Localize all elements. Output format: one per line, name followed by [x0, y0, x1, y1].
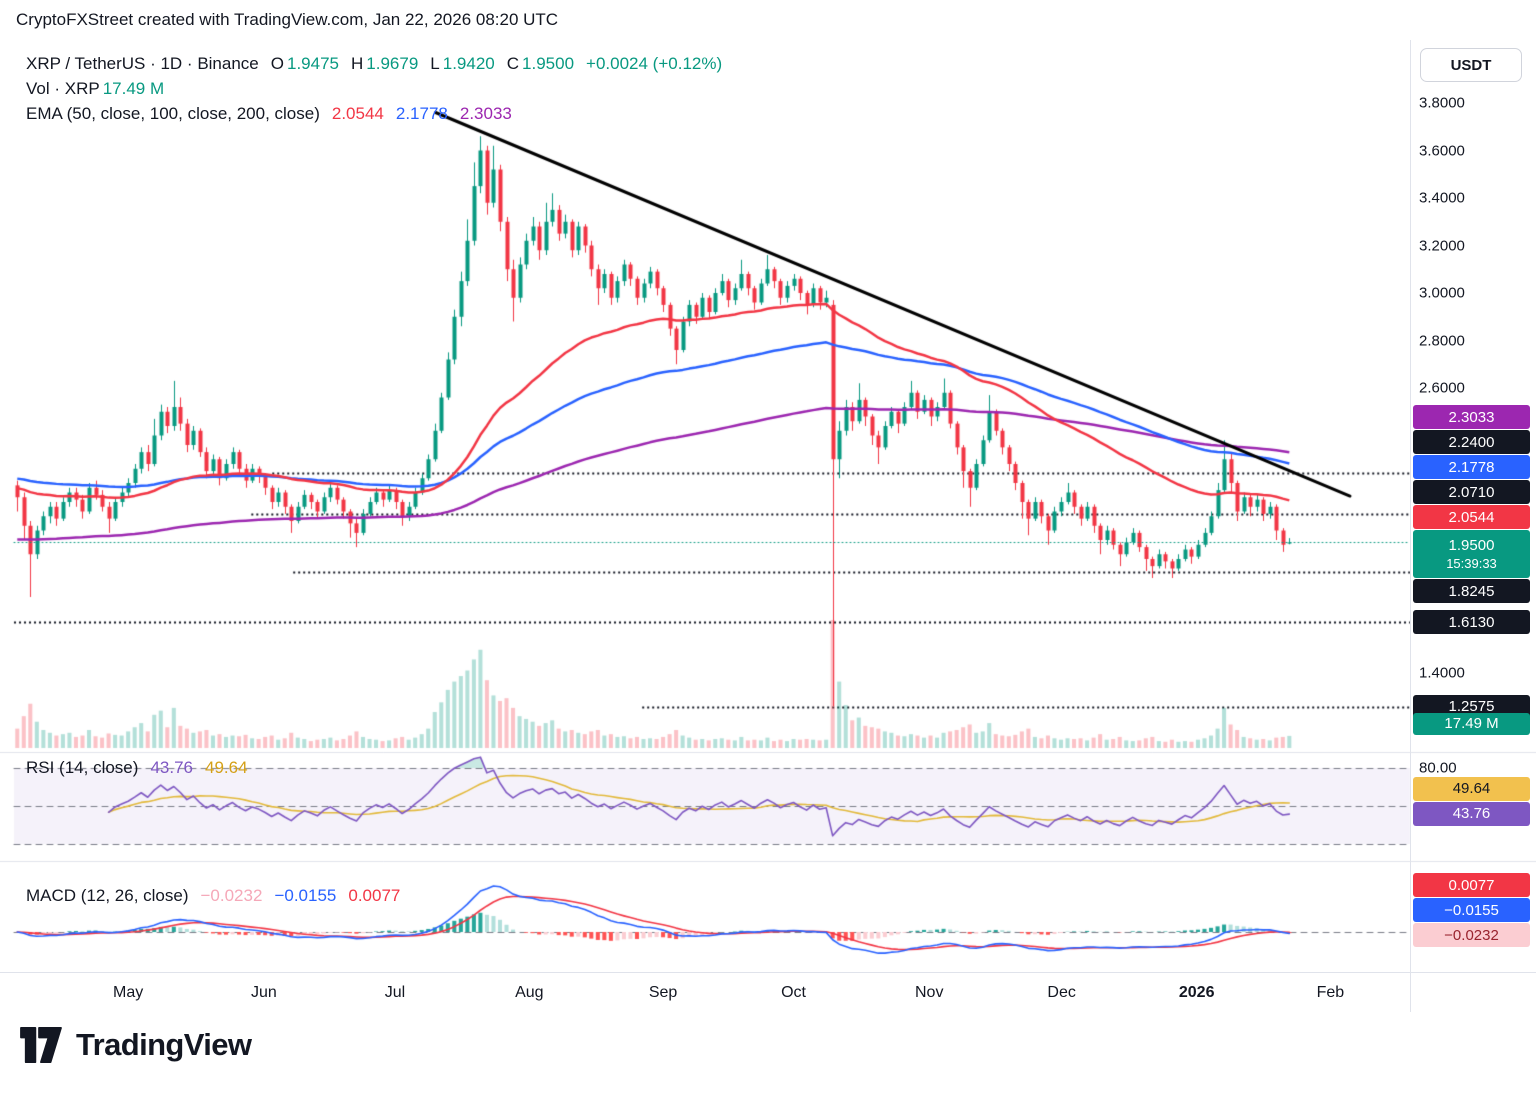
indicator-label: MACD (12, 26, close): [26, 886, 189, 905]
price-badge: 1.8245: [1413, 579, 1530, 604]
volume-legend-row[interactable]: Vol · XRP 17.49 M: [26, 76, 722, 101]
ohlc-value: 1.9420: [442, 54, 495, 73]
price-badge: 2.2400: [1413, 430, 1530, 455]
time-axis-label: May: [113, 984, 144, 1001]
tradingview-logo-text: TradingView: [76, 1027, 252, 1062]
ohlc-key: L: [430, 54, 440, 73]
price-tick: 3.8000: [1419, 94, 1465, 112]
ohlc-value: 1.9475: [287, 54, 339, 73]
indicator-value: −0.0232: [200, 886, 263, 905]
rsi-tick: 80.00: [1419, 759, 1457, 777]
price-tick: 2.6000: [1419, 379, 1465, 397]
price-tick: 3.4000: [1419, 189, 1465, 207]
volume-label: Vol · XRP: [26, 79, 100, 98]
indicator-label: EMA (50, close, 100, close, 200, close): [26, 104, 320, 123]
time-axis[interactable]: May Jun Jul Aug Sep Oct Nov Dec 2026 Feb: [0, 972, 1536, 1015]
price-badge: 2.0710: [1413, 480, 1530, 505]
indicator-value: 2.3033: [459, 104, 512, 123]
chart-legend: XRP / TetherUS · 1D · Binance O 1.9475 H 1.9…: [26, 51, 722, 126]
ohlc-value: 1.9500: [522, 54, 575, 73]
current-price-badge: 1.9500 15:39:33: [1413, 530, 1530, 579]
rsi-badge: 43.76: [1413, 801, 1530, 826]
time-axis-label: Dec: [1047, 984, 1076, 1001]
time-axis-label: Jun: [250, 984, 277, 1001]
ema-legend-row[interactable]: EMA (50, close, 100, close, 200, close) 2…: [26, 101, 722, 126]
indicator-value: 2.1778: [395, 104, 448, 123]
indicator-value: 2.0544: [331, 104, 384, 123]
price-tick: 3.0000: [1419, 284, 1465, 302]
indicator-value: 43.76: [150, 758, 193, 777]
time-axis-label: Jul: [384, 984, 406, 1001]
price-badge: 2.1778: [1413, 455, 1530, 480]
ohlc-key: C: [506, 54, 520, 73]
time-axis-label: Feb: [1316, 984, 1345, 1001]
time-axis-label: Nov: [914, 984, 944, 1001]
symbol-legend-row[interactable]: XRP / TetherUS · 1D · Binance O 1.9475 H 1.9…: [26, 51, 722, 76]
ohlc-key: O: [270, 54, 284, 73]
indicator-value: 49.64: [204, 758, 248, 777]
ohlc-value: 1.9679: [366, 54, 419, 73]
symbol-title: XRP / TetherUS · 1D · Binance: [26, 54, 259, 73]
indicator-value: 0.0077: [348, 886, 401, 905]
price-tick: 3.6000: [1419, 142, 1465, 159]
volume-badge: 17.49 M: [1413, 712, 1530, 735]
time-axis-label: Oct: [781, 984, 806, 1001]
ohlc-key: H: [351, 54, 364, 73]
change-value: +0.0024 (+0.12%): [586, 54, 723, 73]
price-scale[interactable]: USDT 3.8000 3.6000 3.4000 3.2000 3.0000 2.800…: [1410, 40, 1536, 1012]
price-badge: 2.0544: [1413, 505, 1530, 530]
price-tick: 2.8000: [1419, 332, 1465, 349]
price-badge: 1.6130: [1413, 610, 1530, 635]
rsi-legend-row[interactable]: RSI (14, close) 43.76 49.64: [26, 755, 248, 780]
time-axis-label: Sep: [648, 984, 678, 1001]
macd-badge: −0.0232: [1413, 923, 1530, 948]
macd-legend-row[interactable]: MACD (12, 26, close) −0.0232 −0.0155 0.0077: [26, 883, 400, 908]
attribution-bar: CryptoFXStreet created with TradingView.…: [0, 0, 1536, 40]
currency-toggle-button[interactable]: USDT: [1420, 48, 1522, 82]
volume-value: 17.49 M: [102, 79, 165, 98]
indicator-value: −0.0155: [274, 886, 337, 905]
price-tick: 3.2000: [1419, 237, 1465, 254]
macd-badge: −0.0155: [1413, 898, 1530, 923]
indicator-label: RSI (14, close): [26, 758, 139, 777]
attribution-text: CryptoFXStreet created with TradingView.…: [16, 10, 559, 29]
rsi-badge: 49.64: [1413, 776, 1530, 801]
tradingview-logo-icon: [20, 1026, 62, 1064]
time-axis-label: Aug: [515, 984, 544, 1001]
macd-badge: 0.0077: [1413, 873, 1530, 898]
price-badge: 2.3033: [1413, 405, 1530, 430]
price-tick: 1.4000: [1419, 664, 1465, 682]
time-axis-label: 2026: [1178, 984, 1215, 1001]
tradingview-logo[interactable]: TradingView: [18, 1026, 252, 1064]
